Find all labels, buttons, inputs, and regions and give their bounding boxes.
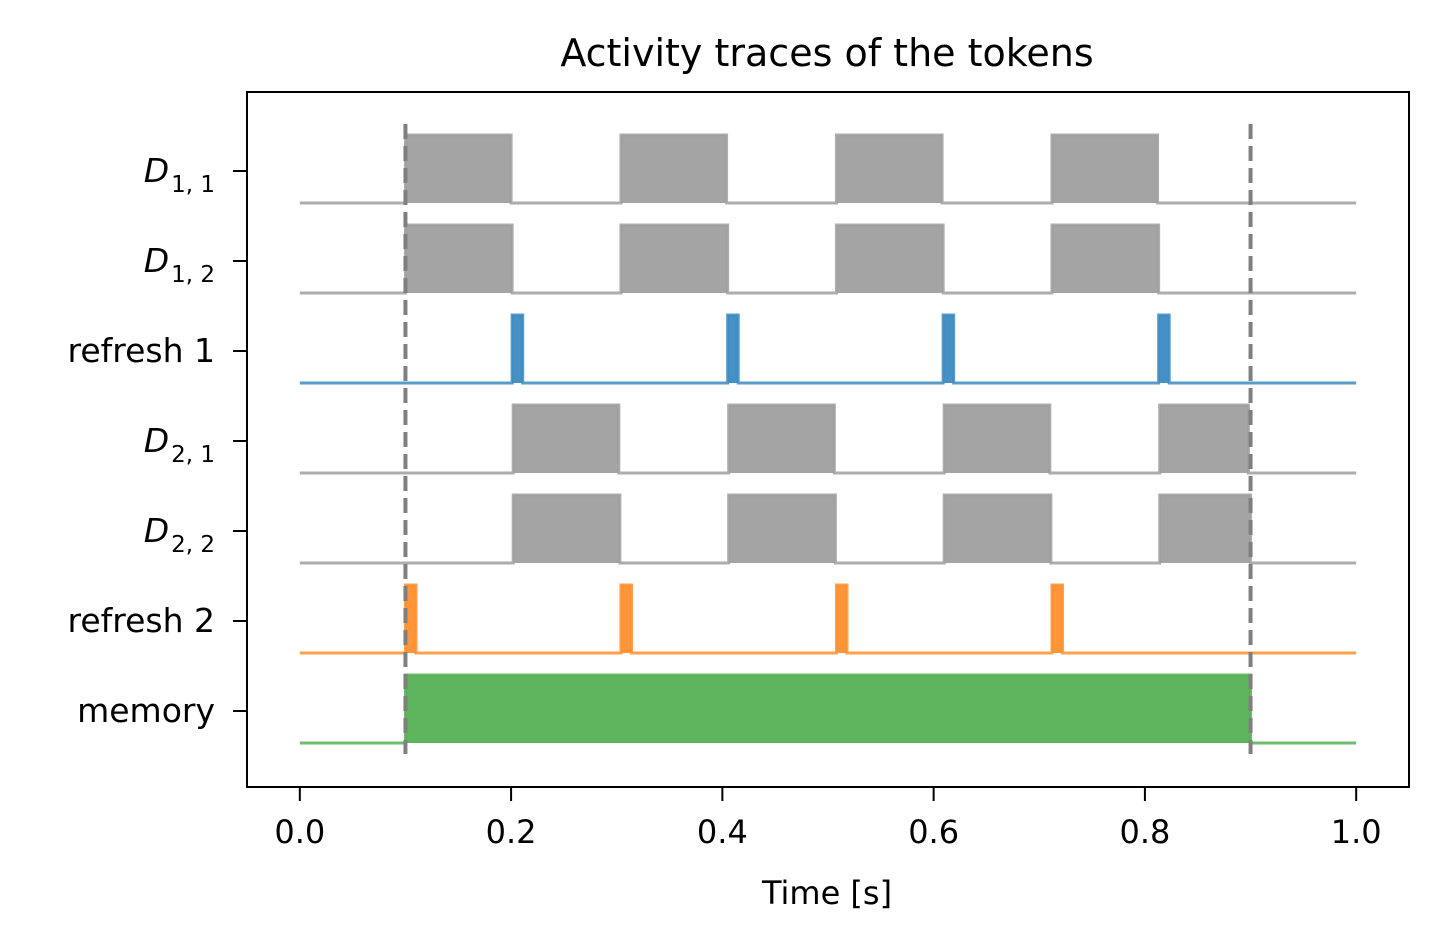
- trace-row-5: [299, 583, 1357, 655]
- marker-lines: [403, 124, 1253, 754]
- pulse-1-2: [836, 225, 944, 293]
- pulse-5-3: [1051, 585, 1063, 653]
- x-tick-label-0: 0.0: [274, 813, 325, 851]
- chart-title: Activity traces of the tokens: [560, 31, 1093, 75]
- trace-line-5: [299, 583, 1357, 655]
- pulse-4-2: [944, 495, 1051, 563]
- pulse-0-1: [620, 135, 727, 203]
- pulse-0-3: [1051, 135, 1158, 203]
- x-tick-label-3: 0.6: [908, 813, 959, 851]
- pulse-1-0: [405, 225, 513, 293]
- trace-row-3: [299, 403, 1357, 475]
- y-tick-label-6: memory: [77, 691, 215, 730]
- pulse-3-0: [513, 405, 619, 473]
- trace-row-6: [299, 673, 1357, 745]
- pulse-2-0: [512, 315, 523, 383]
- pulse-2-2: [943, 315, 954, 383]
- trace-line-4: [299, 493, 1357, 565]
- pulse-0-0: [405, 135, 512, 203]
- pulse-3-2: [944, 405, 1050, 473]
- pulse-3-3: [1159, 405, 1249, 473]
- y-tick-label-3: D2, 1: [144, 421, 215, 468]
- pulse-5-2: [836, 585, 848, 653]
- trace-line-6: [299, 673, 1357, 745]
- traces: [299, 133, 1357, 745]
- pulse-5-1: [620, 585, 632, 653]
- y-tick-label-4: D2, 2: [144, 511, 215, 558]
- pulse-1-3: [1051, 225, 1159, 293]
- x-tick-label-4: 0.8: [1119, 813, 1170, 851]
- x-tick-label-1: 0.2: [486, 813, 537, 851]
- plot-frame: [246, 91, 1410, 788]
- y-axis: D1, 1 D1, 2 refresh 1 D2, 1 D2, 2 refresh 2 me…: [67, 151, 247, 730]
- pulse-6-0: [405, 675, 1251, 743]
- trace-line-2: [299, 313, 1357, 385]
- y-tick-label-0: D1, 1: [144, 151, 215, 198]
- x-axis: 0.0 0.2 0.4 0.6 0.8 1.0: [274, 787, 1382, 851]
- pulse-4-0: [513, 495, 620, 563]
- x-tick-label-2: 0.4: [697, 813, 748, 851]
- pulse-2-3: [1158, 315, 1170, 383]
- trace-row-0: [299, 133, 1357, 205]
- pulse-3-1: [728, 405, 835, 473]
- trace-line-0: [299, 133, 1357, 205]
- pulse-2-1: [727, 315, 739, 383]
- pulse-0-2: [836, 135, 943, 203]
- x-tick-label-5: 1.0: [1331, 813, 1382, 851]
- trace-row-1: [299, 223, 1357, 295]
- pulse-1-1: [620, 225, 728, 293]
- trace-row-2: [299, 313, 1357, 385]
- x-axis-label: Time [s]: [761, 874, 892, 912]
- trace-line-1: [299, 223, 1357, 295]
- pulse-4-1: [728, 495, 836, 563]
- y-tick-label-1: D1, 2: [144, 241, 215, 288]
- pulse-5-0: [405, 585, 417, 653]
- y-tick-label-2: refresh 1: [67, 331, 215, 370]
- trace-line-3: [299, 403, 1357, 475]
- trace-row-4: [299, 493, 1357, 565]
- pulse-4-3: [1159, 495, 1251, 563]
- y-tick-label-5: refresh 2: [67, 601, 215, 640]
